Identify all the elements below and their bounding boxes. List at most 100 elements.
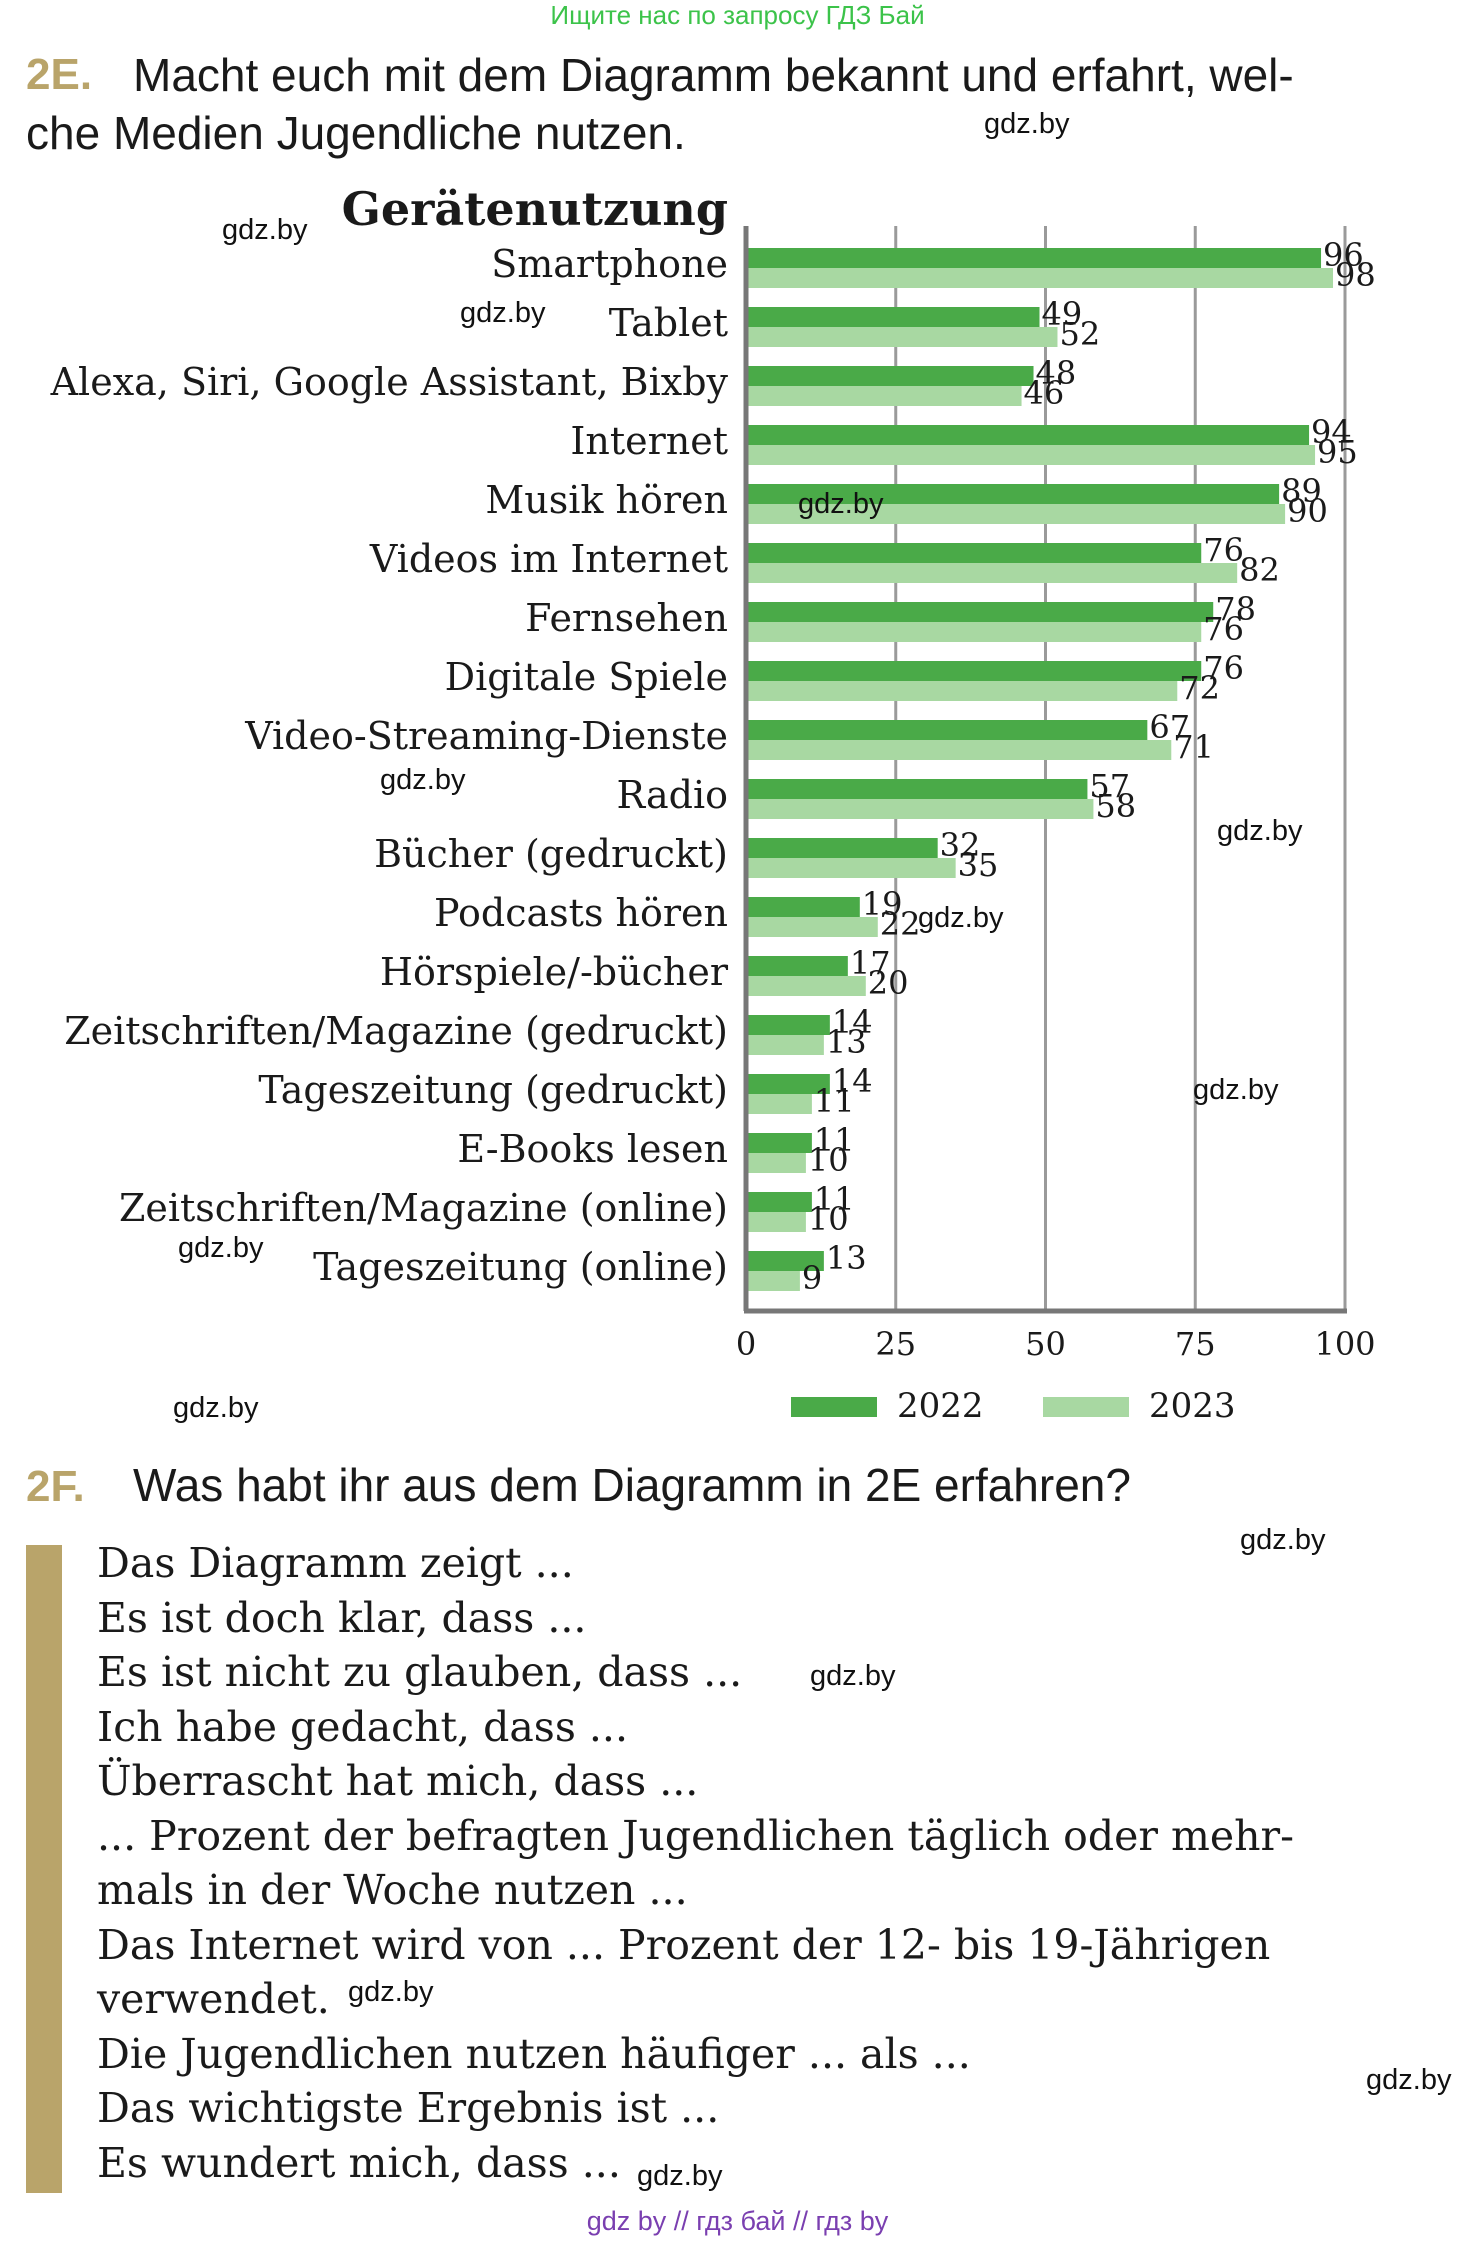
category-label: Zeitschriften/Magazine (online) (119, 1186, 728, 1230)
category-label: Tageszeitung (online) (313, 1245, 728, 1289)
phrase-item: Die Jugendlichen nutzen häufiger ... als… (97, 2029, 971, 2078)
bar-2023 (746, 1271, 800, 1291)
category-label: Fernsehen (525, 596, 728, 640)
bar-2023 (746, 268, 1334, 288)
bar-2022 (746, 248, 1322, 268)
watermark: gdz.by (173, 1392, 259, 1424)
value-label: 89 (1281, 472, 1322, 510)
bar-2023 (746, 740, 1172, 760)
bar-2022 (746, 838, 938, 858)
bar-2023 (746, 799, 1094, 819)
bar-2023 (746, 622, 1202, 642)
value-label: 52 (1059, 315, 1100, 353)
top-search-hint[interactable]: Ищите нас по запросу ГДЗ Бай (550, 0, 925, 30)
value-label: 71 (1173, 728, 1214, 766)
bar-2022 (746, 484, 1280, 504)
value-label: 72 (1179, 669, 1220, 707)
bar-2023 (746, 1153, 806, 1173)
watermark: gdz.by (178, 1232, 264, 1264)
task-2f-question: Was habt ihr aus dem Diagramm in 2E erfa… (133, 1459, 1131, 1511)
value-label: 95 (1317, 433, 1358, 471)
bar-2023 (746, 858, 956, 878)
category-label: Alexa, Siri, Google Assistant, Bixby (50, 360, 729, 404)
value-label: 76 (1203, 649, 1244, 687)
value-label: 98 (1335, 256, 1376, 294)
watermark: gdz.by (1217, 815, 1303, 847)
value-label: 20 (868, 964, 909, 1002)
bar-2022 (746, 956, 848, 976)
phrase-item: Es wundert mich, dass ... (97, 2138, 621, 2187)
phrase-item: Es ist nicht zu glauben, dass ... (97, 1648, 743, 1696)
watermark: gdz.by (810, 1660, 896, 1692)
watermark: gdz.by (460, 297, 546, 329)
bar-2023 (746, 1035, 824, 1055)
task-2f-number: 2F. (26, 1462, 85, 1511)
bar-2022 (746, 543, 1202, 563)
task-2e-line1: Macht euch mit dem Diagramm bekannt und … (133, 49, 1294, 101)
bar-2023 (746, 917, 878, 937)
value-label: 22 (880, 905, 921, 943)
category-label: Tageszeitung (gedruckt) (258, 1068, 728, 1112)
phrase-item: mals in der Woche nutzen ... (97, 1866, 688, 1914)
value-label: 9 (802, 1259, 822, 1297)
watermark: gdz.by (984, 108, 1070, 140)
footer-links[interactable]: gdz by // гдз бай // гдз by (586, 2206, 889, 2236)
bar-2022 (746, 661, 1202, 681)
category-label: Radio (617, 773, 729, 817)
task-2e-line2: che Medien Jugendliche nutzen. (26, 107, 686, 159)
category-label: Videos im Internet (369, 537, 728, 581)
bar-2023 (746, 976, 866, 996)
bar-2023 (746, 504, 1286, 524)
bar-2023 (746, 1212, 806, 1232)
phrase-item: Ich habe gedacht, dass ... (97, 1702, 628, 1751)
value-label: 58 (1095, 787, 1136, 825)
phrase-item: Es ist doch klar, dass ... (97, 1593, 587, 1642)
value-label: 57 (1089, 767, 1130, 805)
bar-2023 (746, 1094, 812, 1114)
legend-label: 2022 (897, 1386, 984, 1426)
bar-2022 (746, 1192, 812, 1212)
value-label: 48 (1036, 354, 1077, 392)
watermark: gdz.by (380, 764, 466, 796)
phrase-item: Das Diagramm zeigt ... (97, 1539, 574, 1587)
category-label: Podcasts hören (434, 891, 728, 935)
chart-title: Gerätenutzung (342, 182, 728, 236)
bar-2022 (746, 779, 1088, 799)
phrase-accent-bar (26, 1545, 62, 2193)
value-label: 76 (1203, 610, 1244, 648)
x-tick-label: 100 (1314, 1325, 1375, 1363)
value-label: 14 (832, 1062, 873, 1100)
bar-2023 (746, 327, 1058, 347)
category-label: Zeitschriften/Magazine (gedruckt) (64, 1009, 728, 1053)
phrase-list: Das Diagramm zeigt ... Es ist doch klar,… (97, 1536, 1367, 2190)
bar-2022 (746, 1074, 830, 1094)
bar-2022 (746, 897, 860, 917)
value-label: 13 (826, 1023, 867, 1061)
watermark: gdz.by (1240, 1524, 1326, 1556)
x-tick-label: 50 (1025, 1325, 1066, 1363)
value-label: 10 (808, 1200, 849, 1238)
bar-2023 (746, 681, 1178, 701)
phrase-item: Das Internet wird von ... Prozent der 12… (97, 1920, 1271, 1969)
legend-swatch-2022 (791, 1397, 877, 1417)
value-label: 11 (814, 1121, 855, 1159)
value-label: 67 (1149, 708, 1190, 746)
bar-2022 (746, 602, 1214, 622)
value-label: 49 (1042, 295, 1083, 333)
bar-2023 (746, 563, 1238, 583)
value-label: 17 (850, 944, 891, 982)
category-label: Digitale Spiele (445, 655, 728, 699)
value-label: 13 (826, 1239, 867, 1277)
bar-2022 (746, 1015, 830, 1035)
watermark: gdz.by (1366, 2064, 1452, 2096)
phrase-item: verwendet. (97, 1975, 330, 2023)
category-label: Bücher (gedruckt) (374, 832, 728, 876)
value-label: 11 (814, 1082, 855, 1120)
category-label: Hörspiele/-bücher (380, 950, 729, 994)
value-label: 76 (1203, 531, 1244, 569)
bar-2022 (746, 1133, 812, 1153)
category-label: Musik hören (485, 478, 728, 522)
x-tick-label: 75 (1175, 1325, 1216, 1363)
bar-2022 (746, 307, 1040, 327)
